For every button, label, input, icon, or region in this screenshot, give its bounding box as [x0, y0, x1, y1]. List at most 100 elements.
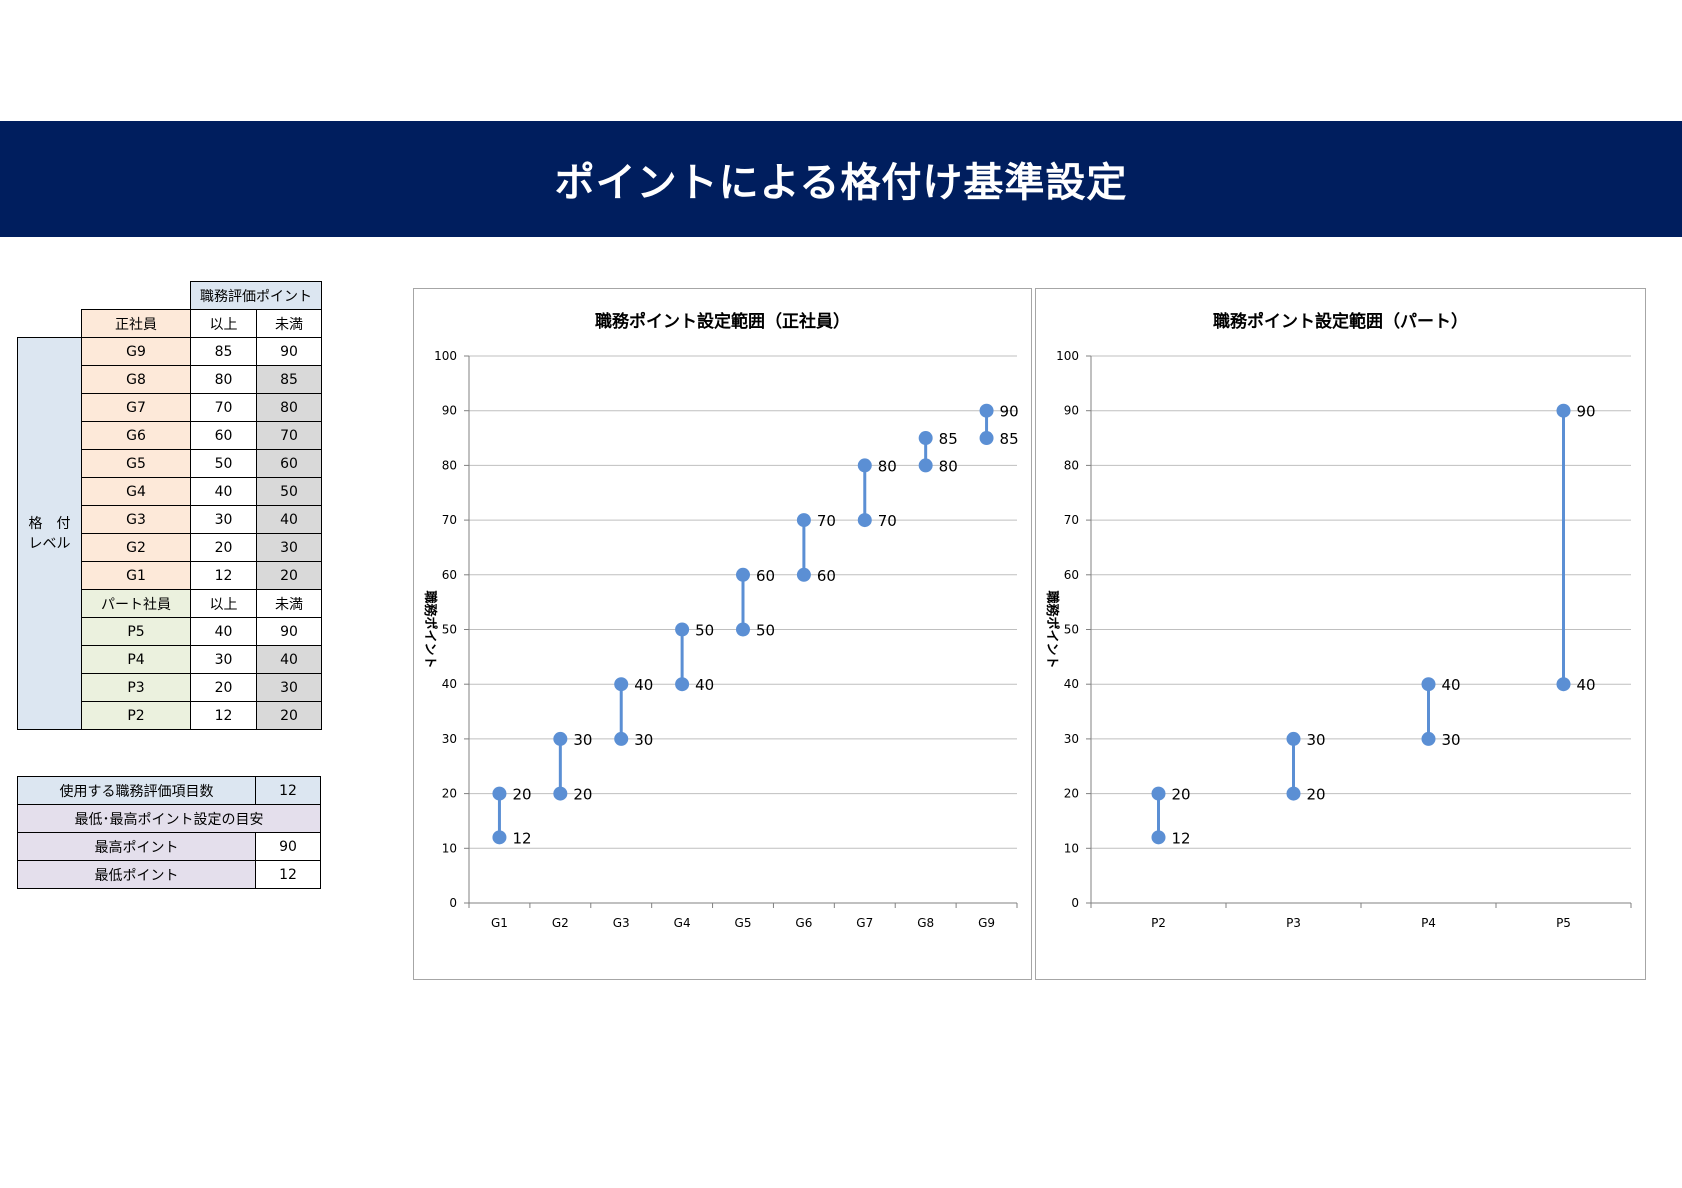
min-point	[857, 513, 872, 528]
min-data-label: 12	[512, 829, 531, 847]
y-tick-label: 60	[442, 568, 457, 582]
max-cell: 20	[256, 701, 322, 730]
max-cell: 70	[256, 421, 322, 450]
min-cell: 50	[190, 449, 257, 478]
x-tick-label: G8	[917, 916, 934, 930]
grade-cell: P5	[81, 617, 191, 646]
min-point	[979, 431, 994, 446]
summary-table: 使用する職務評価項目数 12 最低･最高ポイント設定の目安 最高ポイント 90 …	[17, 776, 321, 889]
chart-seishain: 職務ポイント設定範囲（正社員） 職務ポイント 0 10 20 30 40 50 60 70 80 90…	[413, 288, 1032, 980]
max-cell: 90	[256, 617, 322, 646]
max-data-label: 30	[573, 731, 592, 749]
min-cell: 70	[190, 393, 257, 422]
min-point	[553, 786, 568, 801]
max-point-label: 最高ポイント	[17, 832, 256, 861]
max-data-label: 20	[1172, 786, 1191, 804]
x-tick-label: G9	[978, 916, 995, 930]
min-cell: 60	[190, 421, 257, 450]
max-cell: 40	[256, 505, 322, 534]
y-tick-label: 80	[1064, 458, 1079, 472]
max-point	[857, 458, 872, 473]
min-cell: 40	[190, 617, 257, 646]
max-data-label: 85	[939, 430, 958, 448]
min-data-label: 20	[1307, 786, 1326, 804]
min-point	[796, 567, 811, 582]
x-tick-label: G1	[491, 916, 508, 930]
y-axis-label: 職務ポイント	[1044, 590, 1060, 668]
title-banner: ポイントによる格付け基準設定	[0, 121, 1682, 237]
max-data-label: 20	[512, 786, 531, 804]
max-cell: 40	[256, 645, 322, 674]
max-point-value: 90	[255, 832, 321, 861]
max-cell: 60	[256, 449, 322, 478]
x-tick-label: G4	[674, 916, 691, 930]
points-header: 職務評価ポイント	[190, 281, 322, 310]
max-point	[1421, 677, 1436, 692]
min-data-label: 60	[817, 567, 836, 585]
col-min-header: 以上	[190, 589, 257, 618]
grade-level-label: 格 付レベル	[17, 337, 82, 730]
max-cell: 50	[256, 477, 322, 506]
min-cell: 30	[190, 505, 257, 534]
max-data-label: 30	[1307, 731, 1326, 749]
guide-label: 最低･最高ポイント設定の目安	[17, 804, 321, 833]
min-cell: 30	[190, 645, 257, 674]
max-data-label: 60	[756, 567, 775, 585]
grade-cell: G8	[81, 365, 191, 394]
min-point	[1286, 786, 1301, 801]
min-cell: 85	[190, 337, 257, 366]
y-tick-label: 100	[434, 349, 457, 363]
grade-cell: G5	[81, 449, 191, 478]
max-data-label: 70	[817, 512, 836, 530]
y-tick-label: 50	[1064, 623, 1079, 637]
grade-cell: P3	[81, 673, 191, 702]
x-tick-label: P4	[1421, 916, 1436, 930]
max-point	[736, 567, 750, 582]
min-cell: 40	[190, 477, 257, 506]
max-data-label: 90	[1577, 403, 1596, 421]
max-point	[553, 731, 568, 746]
grade-cell: G3	[81, 505, 191, 534]
y-tick-label: 90	[1064, 404, 1079, 418]
col-max-header: 未満	[256, 589, 322, 618]
grade-cell: G2	[81, 533, 191, 562]
min-cell: 12	[190, 701, 257, 730]
min-point	[736, 622, 750, 637]
min-cell: 20	[190, 673, 257, 702]
col-min-header: 以上	[190, 309, 257, 338]
chart-part: 職務ポイント設定範囲（パート） 職務ポイント 0 10 20 30 40 50 60 70 80 90…	[1035, 288, 1646, 980]
min-data-label: 12	[1172, 829, 1191, 847]
min-point-label: 最低ポイント	[17, 860, 256, 889]
min-point	[1421, 731, 1436, 746]
items-count-value: 12	[255, 776, 321, 805]
max-data-label: 90	[1000, 403, 1019, 421]
page-title: ポイントによる格付け基準設定	[554, 160, 1128, 206]
x-tick-label: G2	[552, 916, 569, 930]
y-tick-label: 60	[1064, 568, 1079, 582]
seishain-header: 正社員	[81, 309, 191, 338]
grade-table: 職務評価ポイント 正社員 以上 未満 格 付レベル G9 85 90 G8 80…	[17, 281, 322, 730]
max-cell: 30	[256, 533, 322, 562]
min-data-label: 30	[634, 731, 653, 749]
max-data-label: 40	[634, 676, 653, 694]
grade-cell: G4	[81, 477, 191, 506]
max-point	[1151, 786, 1166, 801]
x-tick-label: G5	[735, 916, 752, 930]
max-point	[492, 786, 507, 801]
min-cell: 20	[190, 533, 257, 562]
y-tick-label: 30	[1064, 732, 1079, 746]
x-tick-label: G3	[613, 916, 630, 930]
max-point	[979, 403, 994, 418]
y-tick-label: 40	[1064, 677, 1079, 691]
y-tick-label: 70	[442, 513, 457, 527]
grade-cell: G1	[81, 561, 191, 590]
y-tick-label: 40	[442, 677, 457, 691]
y-tick-label: 50	[442, 623, 457, 637]
y-tick-label: 10	[442, 841, 457, 855]
y-tick-label: 20	[1064, 787, 1079, 801]
x-tick-label: G6	[795, 916, 812, 930]
min-cell: 12	[190, 561, 257, 590]
min-data-label: 80	[939, 457, 958, 475]
grade-cell: G9	[81, 337, 191, 366]
max-cell: 20	[256, 561, 322, 590]
